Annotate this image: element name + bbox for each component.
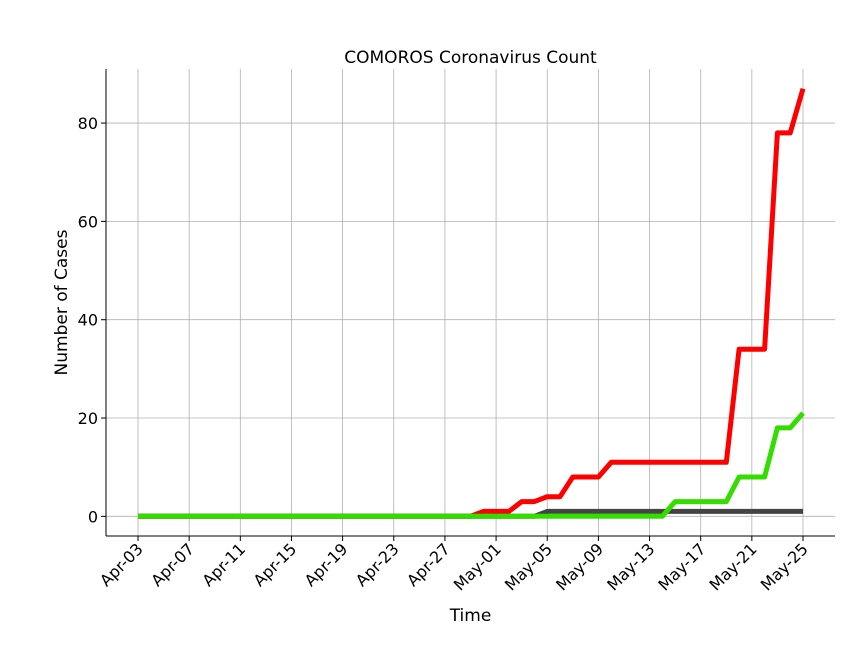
- x-tick-label: Apr-19: [301, 539, 352, 590]
- y-tick-label: 80: [78, 114, 98, 133]
- x-tick-label: May-05: [501, 539, 556, 594]
- x-axis-ticks: Apr-03 Apr-07 Apr-11 Apr-15 Apr-19 Apr-23 Apr-…: [96, 536, 812, 595]
- x-tick-label: Apr-03: [96, 539, 147, 590]
- y-tick-label: 0: [88, 507, 98, 526]
- x-axis-label: Time: [449, 606, 492, 626]
- x-tick-label: May-21: [706, 539, 761, 594]
- x-tick-label: Apr-11: [198, 539, 249, 590]
- y-tick-label: 60: [78, 212, 98, 231]
- x-tick-label: Apr-15: [250, 539, 301, 590]
- x-tick-label: Apr-27: [403, 539, 454, 590]
- x-tick-label: May-17: [654, 539, 709, 594]
- series-layer: [138, 88, 806, 519]
- y-axis-ticks: 0 20 40 60 80: [78, 114, 106, 526]
- x-gridlines: [137, 69, 804, 536]
- x-tick-label: Apr-23: [352, 539, 403, 590]
- chart-title: COMOROS Coronavirus Count: [344, 48, 597, 68]
- y-tick-label: 20: [78, 409, 98, 428]
- series-line-0: [138, 88, 806, 519]
- x-tick-label: Apr-07: [147, 539, 198, 590]
- x-tick-label: May-25: [757, 539, 812, 594]
- y-tick-label: 40: [78, 311, 98, 330]
- x-tick-label: May-01: [450, 539, 505, 594]
- series-line-2: [138, 411, 805, 519]
- x-tick-label: May-09: [552, 539, 607, 594]
- y-axis-label: Number of Cases: [52, 229, 72, 375]
- x-tick-label: May-13: [603, 539, 658, 594]
